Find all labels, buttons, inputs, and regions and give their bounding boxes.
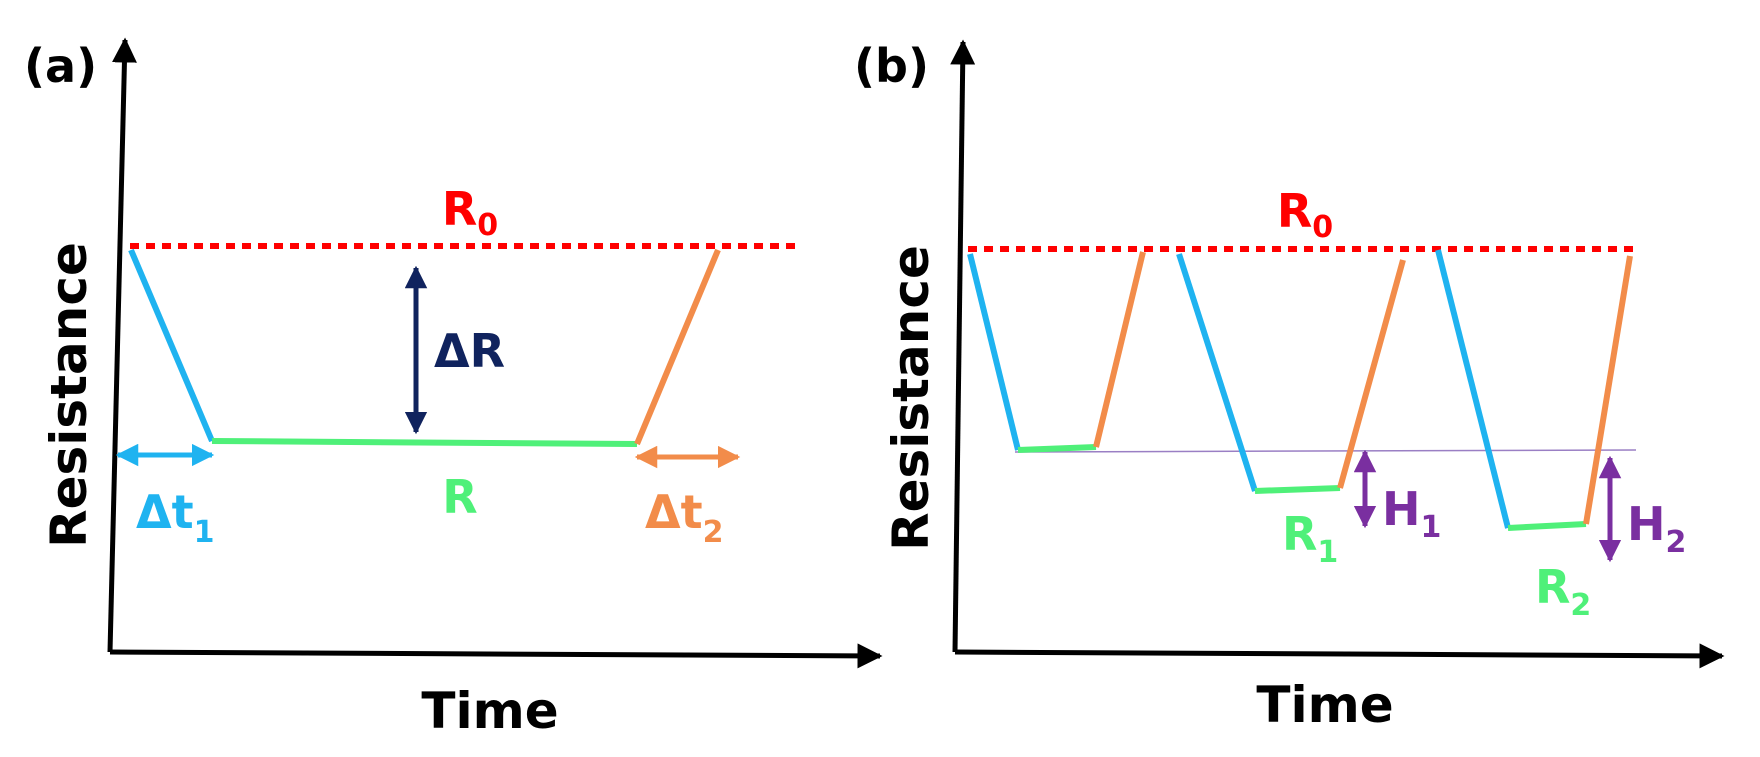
panel-b-r1-label: R1 [1282,507,1338,570]
panel-b-cycle1-steady-line [1017,444,1097,453]
panel-a-r-label: R [442,470,477,524]
panel-a-dt2-label: Δt2 [645,485,723,550]
panel-a-steady-line [211,438,638,447]
panel-b-cycle2-steady-line [1254,485,1341,494]
panel-b-h2-label: H2 [1627,497,1686,560]
panel-a-label: (a) [24,39,97,93]
panel-a-x-axis-title: Time [421,682,558,740]
panel-b-cycle3-steady-line [1507,521,1587,531]
panel-b-reference-line [1014,449,1637,453]
panel-a-r0-label: R0 [442,182,498,243]
panel-b-x-axis [954,643,1725,669]
panel-b-cycle3-recovery-line [1583,255,1633,525]
panel-a-y-axis-title: Resistance [40,242,98,548]
panel-b-cycle1-response-line [967,253,1021,451]
panel-a-dt1-label: Δt1 [136,485,214,550]
panel-b-cycle1-recovery-line [1093,251,1146,448]
panel-a-delta-r-label: ΔR [434,324,505,378]
panel-a-y-axis [107,37,137,653]
panel-b-x-axis-title: Time [1256,676,1393,734]
panel-a-response-line [128,248,215,443]
panel-a-x-axis [109,643,883,669]
panel-b-y-axis-title: Resistance [882,245,940,551]
panel-b-cycle3-response-line [1435,249,1511,529]
panel-a: (a) Resistance Time R0 ΔR Δt1 Δt2 R [24,37,883,740]
panel-b-y-axis [950,39,976,653]
panel-a-recovery-line [634,248,721,446]
panel-b-cycle2-recovery-line [1337,259,1406,489]
panel-b-r2-label: R2 [1535,560,1591,623]
panel-b-r0-label: R0 [1277,184,1333,245]
panel-b-label: (b) [854,39,929,93]
panel-b-cycle2-response-line [1176,253,1258,492]
panel-b: (b) Resistance Time R0 H1 H2 R1 R2 [854,39,1725,734]
panel-b-h1-label: H1 [1382,482,1441,545]
